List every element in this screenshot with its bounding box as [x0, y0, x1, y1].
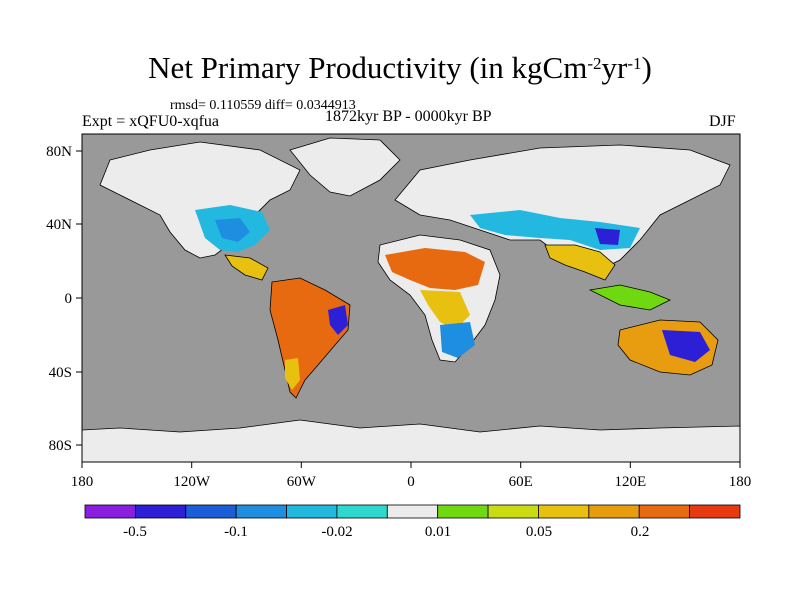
colorbar-label: 0.2	[631, 524, 650, 540]
africa-anomaly-warm	[385, 248, 485, 290]
y-tick-label: 80N	[46, 144, 72, 160]
south-america-anomaly-warm	[285, 358, 300, 390]
x-tick-label: 60E	[509, 474, 533, 490]
y-tick-label: 0	[65, 291, 73, 307]
period-label: 1872kyr BP - 0000kyr BP	[325, 108, 492, 125]
x-tick-label: 120W	[173, 474, 211, 490]
colorbar-label: -0.5	[123, 524, 147, 540]
chart-title: Net Primary Productivity (in kgCm-2yr-1)	[148, 50, 652, 85]
africa-anomaly-mid	[420, 290, 470, 330]
africa-anomaly-cool	[440, 322, 475, 358]
colorbar-label: -0.02	[321, 524, 352, 540]
south-america-anomaly-cool	[328, 305, 348, 335]
colorbar-swatch	[336, 504, 388, 519]
colorbar-label: -0.1	[224, 524, 248, 540]
asia-anomaly-cool	[470, 210, 640, 250]
x-tick-label: 120E	[614, 474, 646, 490]
colorbar-swatch	[689, 504, 741, 519]
colorbar-label: 0.01	[425, 524, 451, 540]
australia-anomaly-cool	[662, 330, 710, 362]
axis-ticks	[76, 150, 741, 468]
colorbar-swatch	[487, 504, 539, 519]
eurasia	[394, 144, 731, 271]
y-tick-label: 40N	[46, 217, 72, 233]
asia-anomaly-core	[595, 228, 620, 245]
experiment-label: Expt = xQFU0-xqfua	[82, 113, 220, 130]
map-frame	[81, 133, 741, 463]
y-tick-label: 40S	[49, 365, 72, 381]
south-asia-anomaly	[544, 244, 616, 281]
north-america-anomaly-core	[215, 218, 250, 242]
x-tick-label: 60W	[287, 474, 317, 490]
x-tick-label: 180	[71, 474, 94, 490]
colorbar	[84, 504, 741, 519]
colorbar-swatch	[185, 504, 237, 519]
colorbar-swatch	[437, 504, 489, 519]
colorbar-swatch	[84, 504, 136, 519]
colorbar-swatch	[638, 504, 691, 519]
colorbar-swatch	[134, 504, 187, 519]
central-america-anomaly	[224, 254, 269, 281]
x-tick-label: 180	[729, 474, 752, 490]
greenland	[289, 137, 401, 197]
colorbar-swatch	[235, 504, 287, 519]
x-tick-label: 0	[407, 474, 415, 490]
y-tick-label: 80S	[49, 438, 72, 454]
colorbar-label: 0.05	[526, 524, 552, 540]
season-label: DJF	[709, 113, 736, 130]
colorbar-swatch	[286, 504, 338, 519]
stats-text: rmsd= 0.110559 diff= 0.0344913	[170, 98, 356, 113]
colorbar-swatch	[386, 504, 439, 519]
colorbar-swatch	[538, 504, 590, 519]
indonesia	[588, 284, 671, 311]
colorbar-swatch	[588, 504, 640, 519]
